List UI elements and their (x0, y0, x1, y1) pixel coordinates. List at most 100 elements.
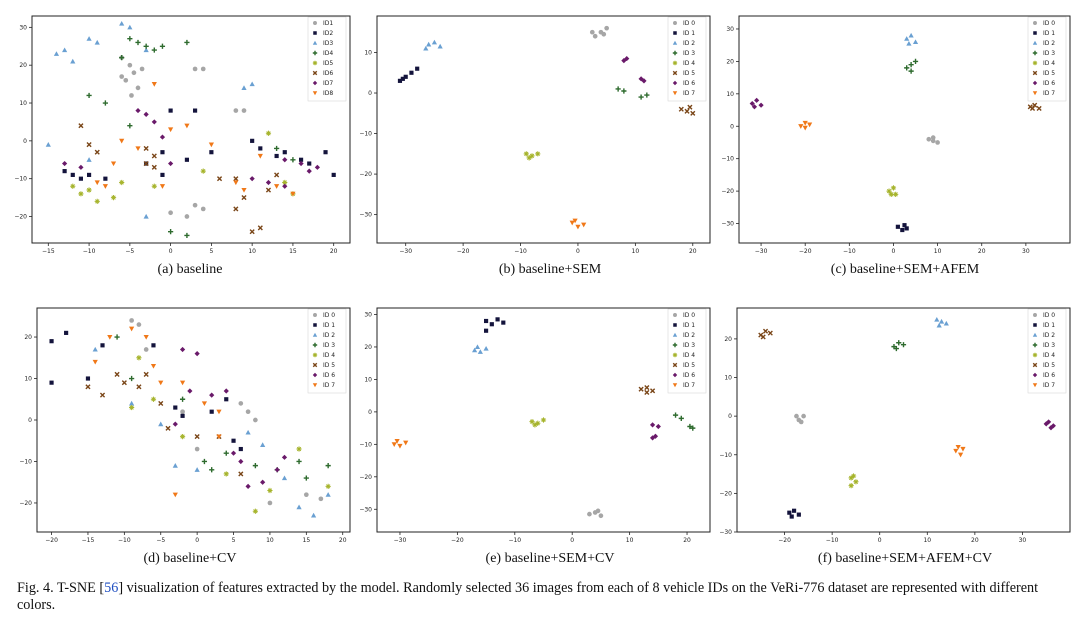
data-point (129, 400, 135, 406)
legend-marker (672, 342, 678, 348)
legend: ID 0 ID 1 ID 2 ID 3 ID 4 ID 5 ID 6 ID 7 (1027, 308, 1067, 394)
data-point (652, 433, 659, 439)
data-point (168, 210, 173, 216)
data-point (127, 123, 133, 129)
legend-marker (672, 70, 678, 76)
data-point (173, 405, 178, 410)
data-point (477, 349, 483, 354)
data-point (690, 425, 696, 431)
data-point (102, 100, 108, 106)
data-point (575, 224, 581, 230)
data-point (168, 108, 173, 113)
data-point (323, 150, 328, 155)
legend-marker (1032, 50, 1038, 56)
data-point (241, 85, 247, 90)
y-tick-label: 30 (19, 24, 27, 31)
data-point (129, 326, 135, 332)
data-point (265, 179, 272, 186)
data-point (298, 160, 304, 167)
data-point (110, 161, 117, 167)
x-tick-label: 20 (971, 537, 979, 544)
y-tick-label: 0 (730, 123, 734, 130)
panel-a: −15 −10 −5 0 5 10 15 20 −20 −10 0 10 20 30 ID1 ID2 ID3 ID… (0, 8, 360, 256)
legend-marker (1032, 383, 1038, 388)
x-tick-label: 30 (1022, 248, 1030, 255)
data-point (314, 164, 320, 170)
data-point (394, 439, 400, 444)
legend-marker (312, 50, 318, 56)
data-point (224, 397, 229, 402)
legend-label: ID 5 (323, 362, 335, 369)
data-point (257, 153, 263, 159)
plot-frame (31, 15, 351, 244)
data-point (267, 500, 273, 506)
legend-marker (312, 91, 318, 96)
legend-marker (672, 91, 678, 96)
data-point (281, 475, 288, 481)
data-point (70, 58, 76, 64)
legend-label: ID5 (323, 60, 333, 67)
data-point (252, 463, 258, 469)
data-point (807, 122, 813, 128)
x-tick-label: −10 (514, 248, 527, 255)
data-point (86, 157, 92, 162)
data-point (216, 176, 223, 182)
legend: ID1 ID2 ID3 ID4 ID5 ID6 ID7 ID8 (307, 16, 347, 102)
x-tick-label: −10 (83, 248, 96, 255)
data-point (99, 392, 106, 398)
legend-marker (312, 80, 318, 86)
data-point (252, 508, 258, 514)
legend-box (667, 16, 707, 102)
legend-marker (1033, 313, 1037, 317)
data-point (172, 463, 178, 468)
legend-label: ID 6 (1043, 80, 1055, 87)
data-point (230, 450, 237, 456)
data-point (45, 142, 51, 147)
points-layer (391, 317, 696, 519)
legend-marker (312, 60, 318, 66)
x-tick-label: −5 (156, 537, 165, 544)
data-point (201, 401, 208, 407)
data-point (53, 51, 60, 56)
data-point (209, 467, 215, 473)
data-point (245, 429, 251, 435)
data-point (86, 92, 92, 99)
data-point (136, 355, 142, 361)
y-tick-label: −10 (360, 441, 372, 448)
x-tick-label: −30 (399, 248, 412, 255)
data-point (129, 375, 135, 382)
data-point (143, 371, 149, 377)
legend-marker (313, 31, 317, 35)
legend-label: ID 5 (1043, 362, 1055, 369)
data-point (135, 85, 141, 91)
citation-link[interactable]: 56 (104, 580, 119, 596)
data-point (409, 70, 414, 75)
data-point (180, 409, 185, 415)
data-point (194, 446, 200, 452)
data-point (151, 183, 157, 189)
data-point (200, 206, 206, 212)
data-point (787, 510, 792, 515)
data-point (49, 339, 54, 344)
legend-marker (672, 60, 678, 66)
y-tick-label: −30 (360, 212, 372, 219)
x-tick-label: −15 (42, 248, 55, 255)
data-point (179, 396, 186, 402)
data-point (535, 151, 541, 157)
scatter-plot-a: −15 −10 −5 0 5 10 15 20−20−100102030ID1ID2ID3ID… (14, 15, 351, 255)
data-point (192, 66, 198, 72)
x-tick-label: 0 (878, 537, 882, 544)
data-point (208, 142, 214, 148)
data-point (184, 39, 190, 46)
legend-label: ID 2 (323, 332, 335, 339)
data-point (70, 172, 75, 177)
data-point (223, 471, 229, 477)
legend-label: ID8 (323, 90, 333, 97)
data-point (569, 220, 575, 226)
data-point (325, 492, 331, 497)
legend-marker (312, 362, 318, 368)
data-point (598, 513, 604, 519)
data-point (143, 111, 149, 117)
